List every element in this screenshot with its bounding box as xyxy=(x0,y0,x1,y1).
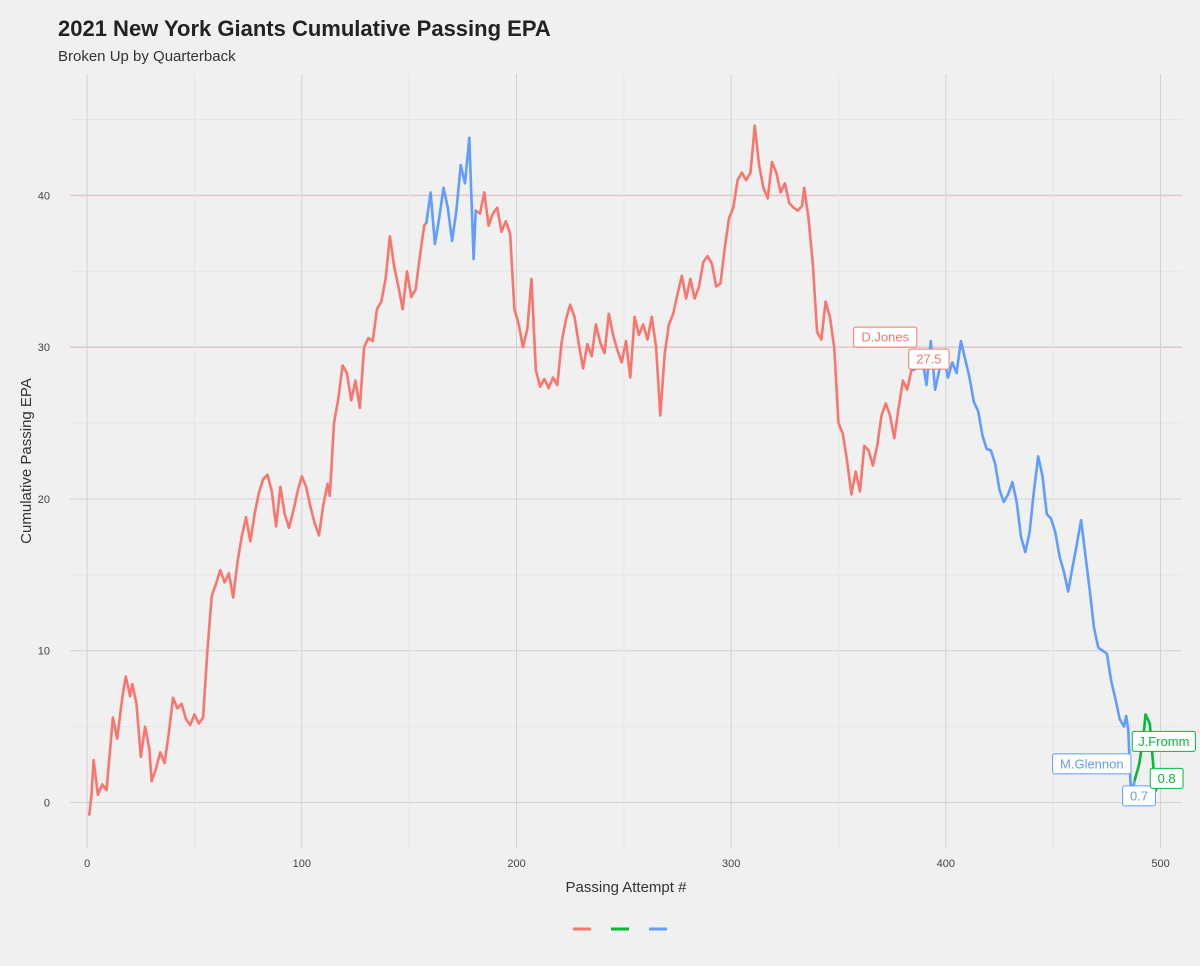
annotation-value-label: 0.8 xyxy=(1158,771,1176,786)
chart-subtitle: Broken Up by Quarterback xyxy=(58,48,236,65)
x-tick-label: 100 xyxy=(293,858,311,870)
annotation-name-box xyxy=(1131,730,1196,752)
y-axis-title: Cumulative Passing EPA xyxy=(18,378,35,544)
annotation-name-label: J.Fromm xyxy=(1138,734,1189,749)
series-line-d-jones xyxy=(88,221,428,816)
series-lines xyxy=(88,124,1158,816)
series-line-m-glennon xyxy=(912,339,1137,794)
annotation-name-box xyxy=(853,326,918,348)
annotation-name-box xyxy=(1052,753,1132,775)
y-tick-label: 40 xyxy=(38,190,50,202)
annotation-value-box xyxy=(1149,767,1184,789)
grid xyxy=(70,74,1182,848)
annotations: D.Jones 27.5 M.Glennon 0.7 J.Fromm 0.8 xyxy=(853,326,1196,807)
series-line-m-glennon xyxy=(425,136,477,261)
y-tick-label: 10 xyxy=(38,646,50,658)
y-tick-label: 0 xyxy=(44,797,50,809)
x-tick-label: 400 xyxy=(937,858,955,870)
annotation-name-label: D.Jones xyxy=(861,330,909,345)
y-tick-label: 30 xyxy=(38,342,50,354)
x-tick-label: 0 xyxy=(84,858,90,870)
y-tick-label: 20 xyxy=(38,494,50,506)
annotation-name-label: M.Glennon xyxy=(1060,756,1124,771)
annotation-value-label: 27.5 xyxy=(916,352,941,367)
x-tick-label: 200 xyxy=(507,858,525,870)
chart-title: 2021 New York Giants Cumulative Passing … xyxy=(58,16,551,41)
series-line-d-jones xyxy=(474,124,915,496)
x-tick-label: 300 xyxy=(722,858,740,870)
annotation-value-box xyxy=(908,348,950,370)
annotation-value-label: 0.7 xyxy=(1130,788,1148,803)
x-axis-title: Passing Attempt # xyxy=(566,879,688,896)
annotation-value-box xyxy=(1122,785,1156,807)
x-tick-label: 500 xyxy=(1151,858,1169,870)
